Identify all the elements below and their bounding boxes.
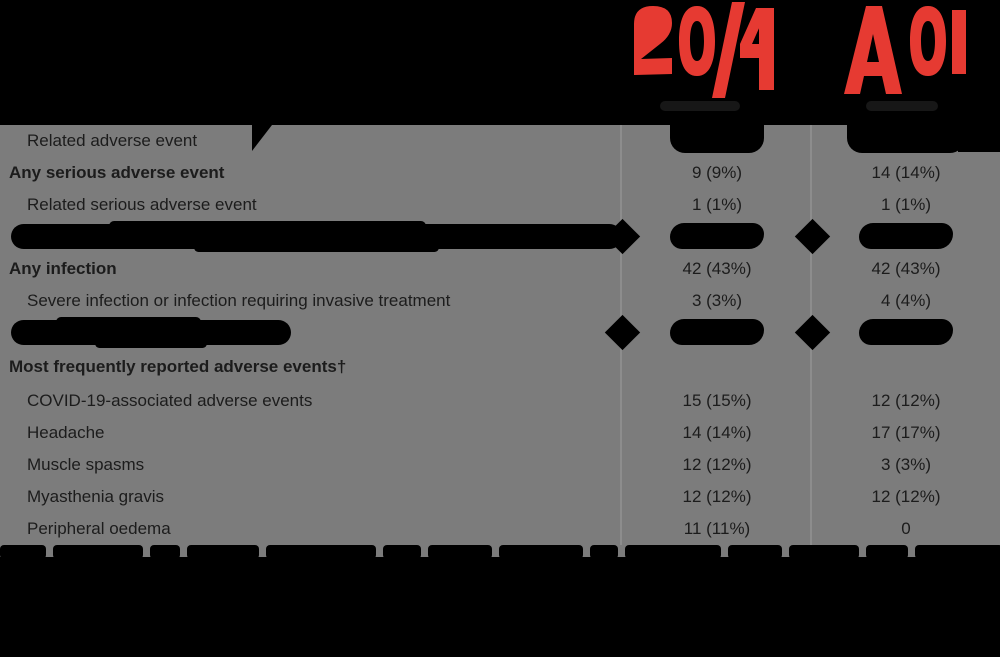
footnote-word-blob	[383, 545, 421, 559]
row-value-col1	[622, 348, 812, 384]
row-value-col1: 1 (1%)	[691, 194, 743, 214]
table-row	[0, 218, 1000, 254]
row-value-col2: 1 (1%)	[880, 194, 932, 214]
row-label: Headache	[27, 422, 105, 442]
table-row: Most frequently reported adverse events†	[0, 348, 1000, 384]
footnote-word-blob	[915, 545, 1000, 559]
footnote-word-blob	[866, 545, 908, 559]
redacted-value-blob	[670, 223, 764, 249]
row-label: Muscle spasms	[27, 454, 145, 474]
footnote-word-blob	[266, 545, 376, 559]
redacted-value-blob	[859, 223, 953, 249]
redacted-value-blob	[670, 319, 764, 345]
row-value-col2: 3 (3%)	[880, 454, 932, 474]
red-figure-right-icon	[842, 4, 968, 101]
redacted-label-blob	[11, 220, 622, 252]
footnote-word-blob	[590, 545, 618, 559]
row-value-col2	[812, 348, 1000, 384]
red-figure-left-icon	[626, 2, 776, 103]
row-label: Related adverse event	[27, 131, 198, 150]
table-row: Peripheral oedema 11 (11%) 0	[0, 512, 1000, 544]
row-value-col2: 12 (12%)	[871, 390, 941, 410]
redacted-value-blob	[859, 319, 953, 345]
row-value-col2: 42 (43%)	[871, 258, 941, 278]
table-row: Muscle spasms 12 (12%) 3 (3%)	[0, 448, 1000, 480]
footnote-word-blob	[150, 545, 180, 559]
table-row: Headache 14 (14%) 17 (17%)	[0, 416, 1000, 448]
redacted-value-blob	[847, 115, 965, 153]
row-value-col1: 9 (9%)	[691, 162, 743, 182]
footnote-word-blob	[0, 545, 46, 559]
row-label: COVID-19-associated adverse events	[27, 390, 313, 410]
row-value-col2: 4 (4%)	[880, 290, 932, 310]
table-row: Related serious adverse event 1 (1%) 1 (1%…	[0, 188, 1000, 220]
footnote-word-blob	[428, 545, 492, 559]
footnote-word-blob	[187, 545, 259, 559]
row-value-col2: 14 (14%)	[871, 162, 941, 182]
row-value-col1: 42 (43%)	[682, 258, 752, 278]
row-value-col2	[812, 316, 1000, 348]
row-value-col1: 12 (12%)	[682, 486, 752, 506]
table-row: COVID-19-associated adverse events 15 (15…	[0, 384, 1000, 416]
row-value-col2: 0	[901, 518, 911, 538]
row-value-col1: 15 (15%)	[682, 390, 752, 410]
row-label: Severe infection or infection requiring …	[27, 290, 451, 310]
row-label: Peripheral oedema	[27, 518, 171, 538]
table-rows: Related adverse event Any serious adverse…	[0, 115, 1000, 544]
row-label	[0, 316, 622, 348]
table-row: Any infection 42 (43%) 42 (43%)	[0, 252, 1000, 284]
row-value-col1	[622, 316, 812, 348]
subcaption-redacted-left	[660, 101, 740, 111]
row-value-col2	[812, 115, 1000, 156]
redacted-value-blob	[670, 115, 764, 153]
row-label	[0, 220, 622, 252]
footnote-word-blob	[53, 545, 143, 559]
row-value-col1: 14 (14%)	[682, 422, 752, 442]
footnote-redacted	[0, 545, 1000, 559]
header-corner-patch	[958, 125, 1000, 152]
table-row: Any serious adverse event 9 (9%) 14 (14%)	[0, 156, 1000, 188]
table-row	[0, 314, 1000, 350]
table-row: Severe infection or infection requiring …	[0, 284, 1000, 316]
row-value-col1: 12 (12%)	[682, 454, 752, 474]
row-label: Most frequently reported adverse events†	[9, 356, 347, 376]
footnote-word-blob	[728, 545, 782, 559]
row-label: Any infection	[9, 258, 117, 278]
redacted-label-blob	[11, 316, 291, 348]
header-area	[0, 0, 1000, 125]
table-row: Related adverse event	[0, 115, 1000, 156]
footnote-word-blob	[625, 545, 721, 559]
row-value-col1	[622, 115, 812, 156]
row-label: Any serious adverse event	[9, 162, 225, 182]
row-value-col2	[812, 220, 1000, 252]
adverse-events-table: Related adverse event Any serious adverse…	[0, 115, 1000, 557]
footnote-word-blob	[789, 545, 859, 559]
footnote-word-blob	[499, 545, 583, 559]
subcaption-redacted-right	[866, 101, 938, 111]
table-row: Myasthenia gravis 12 (12%) 12 (12%)	[0, 480, 1000, 512]
row-value-col2: 17 (17%)	[871, 422, 941, 442]
row-value-col1	[622, 220, 812, 252]
row-label: Myasthenia gravis	[27, 486, 165, 506]
row-value-col2: 12 (12%)	[871, 486, 941, 506]
row-value-col1: 11 (11%)	[683, 518, 751, 538]
row-value-col1: 3 (3%)	[691, 290, 743, 310]
row-label: Related serious adverse event	[27, 194, 257, 214]
